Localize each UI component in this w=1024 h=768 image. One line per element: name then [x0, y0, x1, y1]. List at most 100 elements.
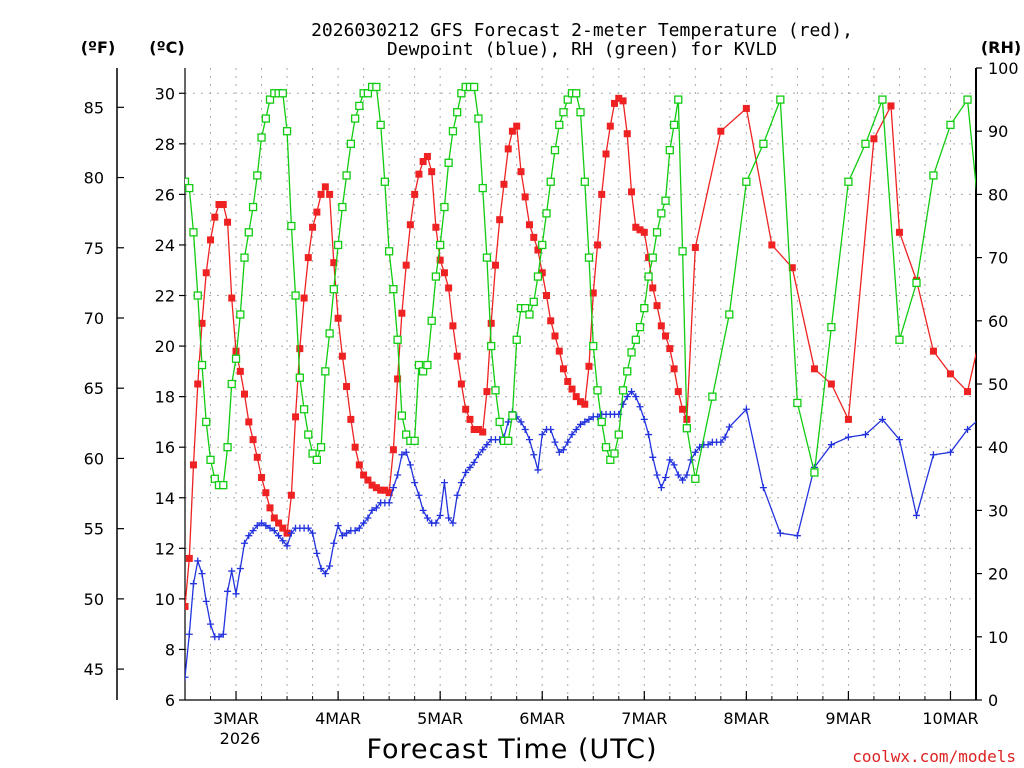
rh-point: [963, 95, 972, 104]
dewpoint-point: [827, 441, 835, 449]
rh-point: [453, 108, 462, 117]
temperature-point: [525, 221, 533, 229]
rh-point: [193, 291, 202, 300]
dewpoint-point: [283, 542, 291, 550]
rh-point: [363, 89, 373, 98]
rh-point: [325, 329, 334, 338]
dewpoint-point: [653, 471, 661, 479]
chart-title-line1: 2026030212 GFS Forecast 2-meter Temperat…: [311, 20, 853, 41]
chart-title-line2: Dewpoint (blue), RH (green) for KVLD: [387, 39, 777, 60]
dewpoint-point: [419, 506, 427, 514]
rh-point: [253, 171, 262, 180]
rh-tick-label: 90: [988, 122, 1008, 141]
dewpoint-point: [232, 590, 240, 598]
temperature-point: [768, 241, 776, 249]
dewpoint-point: [623, 393, 631, 401]
rh-axis-label: (RH): [981, 38, 1021, 57]
dewpoint-point: [666, 456, 674, 464]
dewpoint-point: [432, 519, 440, 527]
temperature-point: [649, 284, 657, 292]
temperature-point: [394, 375, 402, 383]
dewpoint-point: [704, 441, 712, 449]
rh-point: [542, 209, 551, 218]
dewpoint-point: [559, 446, 567, 454]
temperature-point: [270, 514, 278, 522]
rh-point: [338, 202, 347, 212]
temperature-point: [946, 370, 954, 378]
rh-tick-label: 50: [988, 375, 1008, 394]
temperature-point: [679, 405, 687, 413]
dewpoint-point: [334, 522, 342, 530]
dewpoint-point: [776, 529, 784, 537]
temperature-point: [389, 446, 397, 454]
celsius-tick-label: 20: [155, 337, 175, 356]
temperature-point: [317, 190, 325, 198]
fahrenheit-axis-label: (ºF): [81, 38, 116, 57]
dewpoint-point: [628, 388, 636, 396]
dewpoint-point: [224, 587, 232, 595]
dewpoint-point: [445, 514, 453, 522]
rh-point: [219, 480, 228, 490]
temperature-point: [666, 345, 674, 353]
temperature-point: [870, 135, 878, 143]
celsius-tick-label: 10: [155, 590, 175, 609]
dewpoint-point: [674, 471, 682, 479]
temperature-point: [491, 261, 499, 269]
rh-point: [448, 127, 458, 136]
fahrenheit-tick-label: 55: [84, 520, 104, 539]
rh-tick-label: 30: [988, 501, 1008, 520]
temperature-point: [453, 352, 461, 360]
rh-point: [682, 424, 692, 433]
temperature-point: [245, 418, 253, 426]
rh-point: [457, 89, 466, 98]
dewpoint-point: [309, 529, 317, 537]
rh-point: [185, 177, 190, 186]
dewpoint-point: [581, 418, 589, 426]
temperature-point: [304, 254, 312, 262]
temperature-point: [551, 332, 559, 340]
rh-point: [895, 335, 904, 344]
temperature-point: [449, 322, 457, 330]
temperature-point: [249, 436, 257, 444]
rh-point: [478, 183, 487, 193]
dewpoint-point: [878, 415, 886, 423]
temperature-point: [636, 226, 644, 234]
temperature-point: [564, 377, 572, 385]
date-tick-label: 8MAR: [723, 709, 769, 728]
dewpoint-point: [266, 524, 274, 532]
dewpoint-point: [521, 426, 529, 434]
temperature-point: [381, 486, 389, 494]
rh-point: [240, 253, 249, 262]
dewpoint-point: [861, 431, 869, 439]
fahrenheit-tick-label: 50: [84, 590, 104, 609]
rh-point: [810, 468, 819, 477]
temperature-point: [844, 415, 852, 423]
temperature-point: [606, 122, 614, 130]
temperature-point: [368, 481, 376, 489]
celsius-tick-label: 12: [155, 539, 175, 558]
rh-point: [316, 443, 326, 452]
temperature-point: [343, 383, 351, 391]
rh-point: [410, 436, 419, 446]
rh-point: [657, 209, 666, 218]
grid-lines: [185, 68, 976, 701]
dewpoint-point: [406, 461, 414, 469]
rh-point: [372, 82, 381, 92]
dewpoint-point: [398, 451, 406, 459]
dewpoint-point: [411, 479, 419, 487]
rh-point: [776, 95, 785, 104]
rh-point: [384, 247, 394, 256]
temperature-point: [207, 236, 215, 244]
date-tick-label: 10MAR: [922, 709, 978, 728]
temperature-point: [224, 218, 232, 226]
rh-point: [304, 430, 313, 439]
dewpoint-point: [517, 418, 525, 426]
rh-point: [742, 177, 751, 186]
temperature-point: [253, 453, 261, 461]
temperature-point: [628, 188, 636, 196]
rh-tick-label: 60: [988, 312, 1008, 331]
dewpoint-point: [572, 426, 580, 434]
rh-point: [397, 411, 407, 420]
